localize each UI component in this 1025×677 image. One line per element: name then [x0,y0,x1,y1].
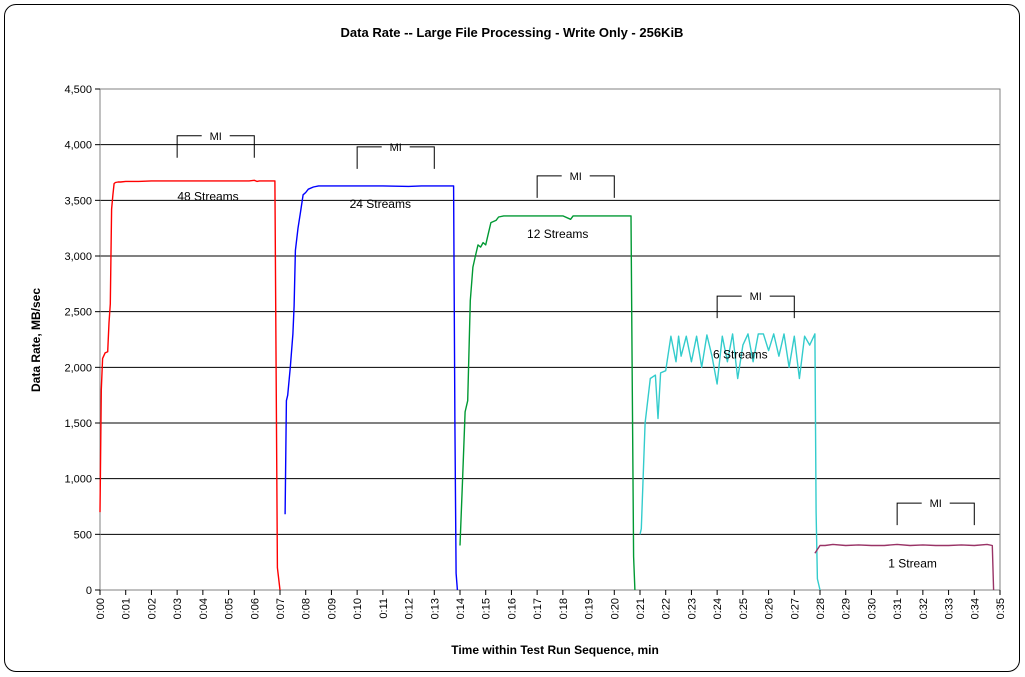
y-tick-label: 4,000 [64,140,92,152]
x-tick-label: 0:24 [712,598,724,619]
mi-label: MI [750,291,762,303]
x-tick-label: 0:31 [892,598,904,619]
x-tick-label: 0:03 [172,598,184,619]
x-tick-label: 0:10 [352,598,364,619]
x-tick-label: 0:21 [635,598,647,619]
mi-bracket: MI [536,171,615,198]
mi-label: MI [570,171,582,183]
x-tick-label: 0:09 [326,598,338,619]
y-tick-label: 3,500 [64,195,92,207]
series-annotation: 24 Streams [350,197,411,211]
x-tick-label: 0:19 [584,598,596,619]
x-tick-label: 0:30 [866,598,878,619]
x-tick-label: 0:02 [146,598,158,619]
series-annotation: 6 Streams [713,347,768,361]
mi-bracket-left [896,502,922,526]
x-axis-ticks: 0:00 0:01 0:02 0:03 0:04 0:05 0:06 0:07 0:08 0:09… [95,590,1007,619]
annotations: 48 Streams 24 Streams 12 Streams 6 Streams 1… [177,189,937,570]
mi-bracket: MI [356,142,435,169]
chart-frame [4,4,1020,672]
x-tick-label: 0:16 [506,598,518,619]
x-tick-label: 0:22 [661,598,673,619]
series-line-4 [639,333,821,591]
chart-title: Data Rate -- Large File Processing - Wri… [341,25,684,40]
x-tick-label: 0:33 [944,598,956,619]
y-tick-label: 500 [74,529,92,541]
y-tick-label: 3,000 [64,251,92,263]
x-tick-label: 0:06 [249,598,261,619]
mi-bracket-right [949,502,975,526]
x-tick-label: 0:18 [558,598,570,619]
y-tick-label: 0 [86,585,92,597]
mi-bracket-left [536,175,562,198]
x-tick-label: 0:27 [789,598,801,619]
x-tick-label: 0:28 [815,598,827,619]
x-tick-label: 0:15 [481,598,493,619]
y-tick-label: 4,500 [64,84,92,96]
x-tick-label: 0:25 [738,598,750,619]
x-tick-label: 0:32 [918,598,930,619]
mi-bracket-right [229,135,255,158]
series-annotation: 1 Stream [888,557,937,571]
mi-bracket: MI [896,498,975,526]
series-layer [99,179,995,591]
x-tick-label: 0:04 [198,598,210,619]
mi-label: MI [210,131,222,143]
x-tick-label: 0:17 [532,598,544,619]
series-line-3 [459,215,636,591]
x-tick-label: 0:29 [841,598,853,619]
x-tick-label: 0:12 [404,598,416,619]
x-tick-label: 0:11 [378,598,390,619]
x-tick-label: 0:05 [224,598,236,619]
x-tick-label: 0:26 [764,598,776,619]
x-tick-label: 0:14 [455,598,467,619]
y-axis-title: Data Rate, MB/sec [29,288,43,392]
x-tick-label: 0:08 [301,598,313,619]
y-tick-label: 2,500 [64,307,92,319]
series-annotation: 48 Streams [177,189,238,203]
mi-label: MI [930,498,942,510]
mi-bracket-right [589,175,615,198]
mi-label: MI [390,142,402,154]
x-tick-label: 0:23 [686,598,698,619]
mi-bracket-right [409,146,435,169]
mi-bracket: MI [176,131,255,158]
y-tick-label: 1,500 [64,418,92,430]
x-tick-label: 0:01 [121,598,133,619]
x-tick-label: 0:07 [275,598,287,619]
mi-bracket: MI [716,291,795,319]
series-line-2 [284,185,459,591]
y-tick-label: 2,000 [64,362,92,374]
x-tick-label: 0:00 [95,598,107,619]
x-tick-label: 0:13 [429,598,441,619]
mi-bracket-right [769,295,795,319]
gridlines [100,88,1000,535]
mi-bracket-left [356,146,382,169]
series-line-5 [814,543,995,591]
x-axis-title: Time within Test Run Sequence, min [451,643,659,657]
y-axis-ticks: 0 500 1,000 1,500 2,000 2,500 3,000 3,500 4,000 4… [64,84,100,597]
mi-bracket-left [176,135,202,158]
x-tick-label: 0:20 [609,598,621,619]
x-tick-label: 0:35 [995,598,1007,619]
y-tick-label: 1,000 [64,474,92,486]
series-annotation: 12 Streams [527,227,588,241]
plot-area [99,88,1001,591]
x-tick-label: 0:34 [969,598,981,619]
series-line-1 [99,179,281,591]
mi-brackets: MI MI MI MI MI [176,131,975,526]
mi-bracket-left [716,295,742,319]
